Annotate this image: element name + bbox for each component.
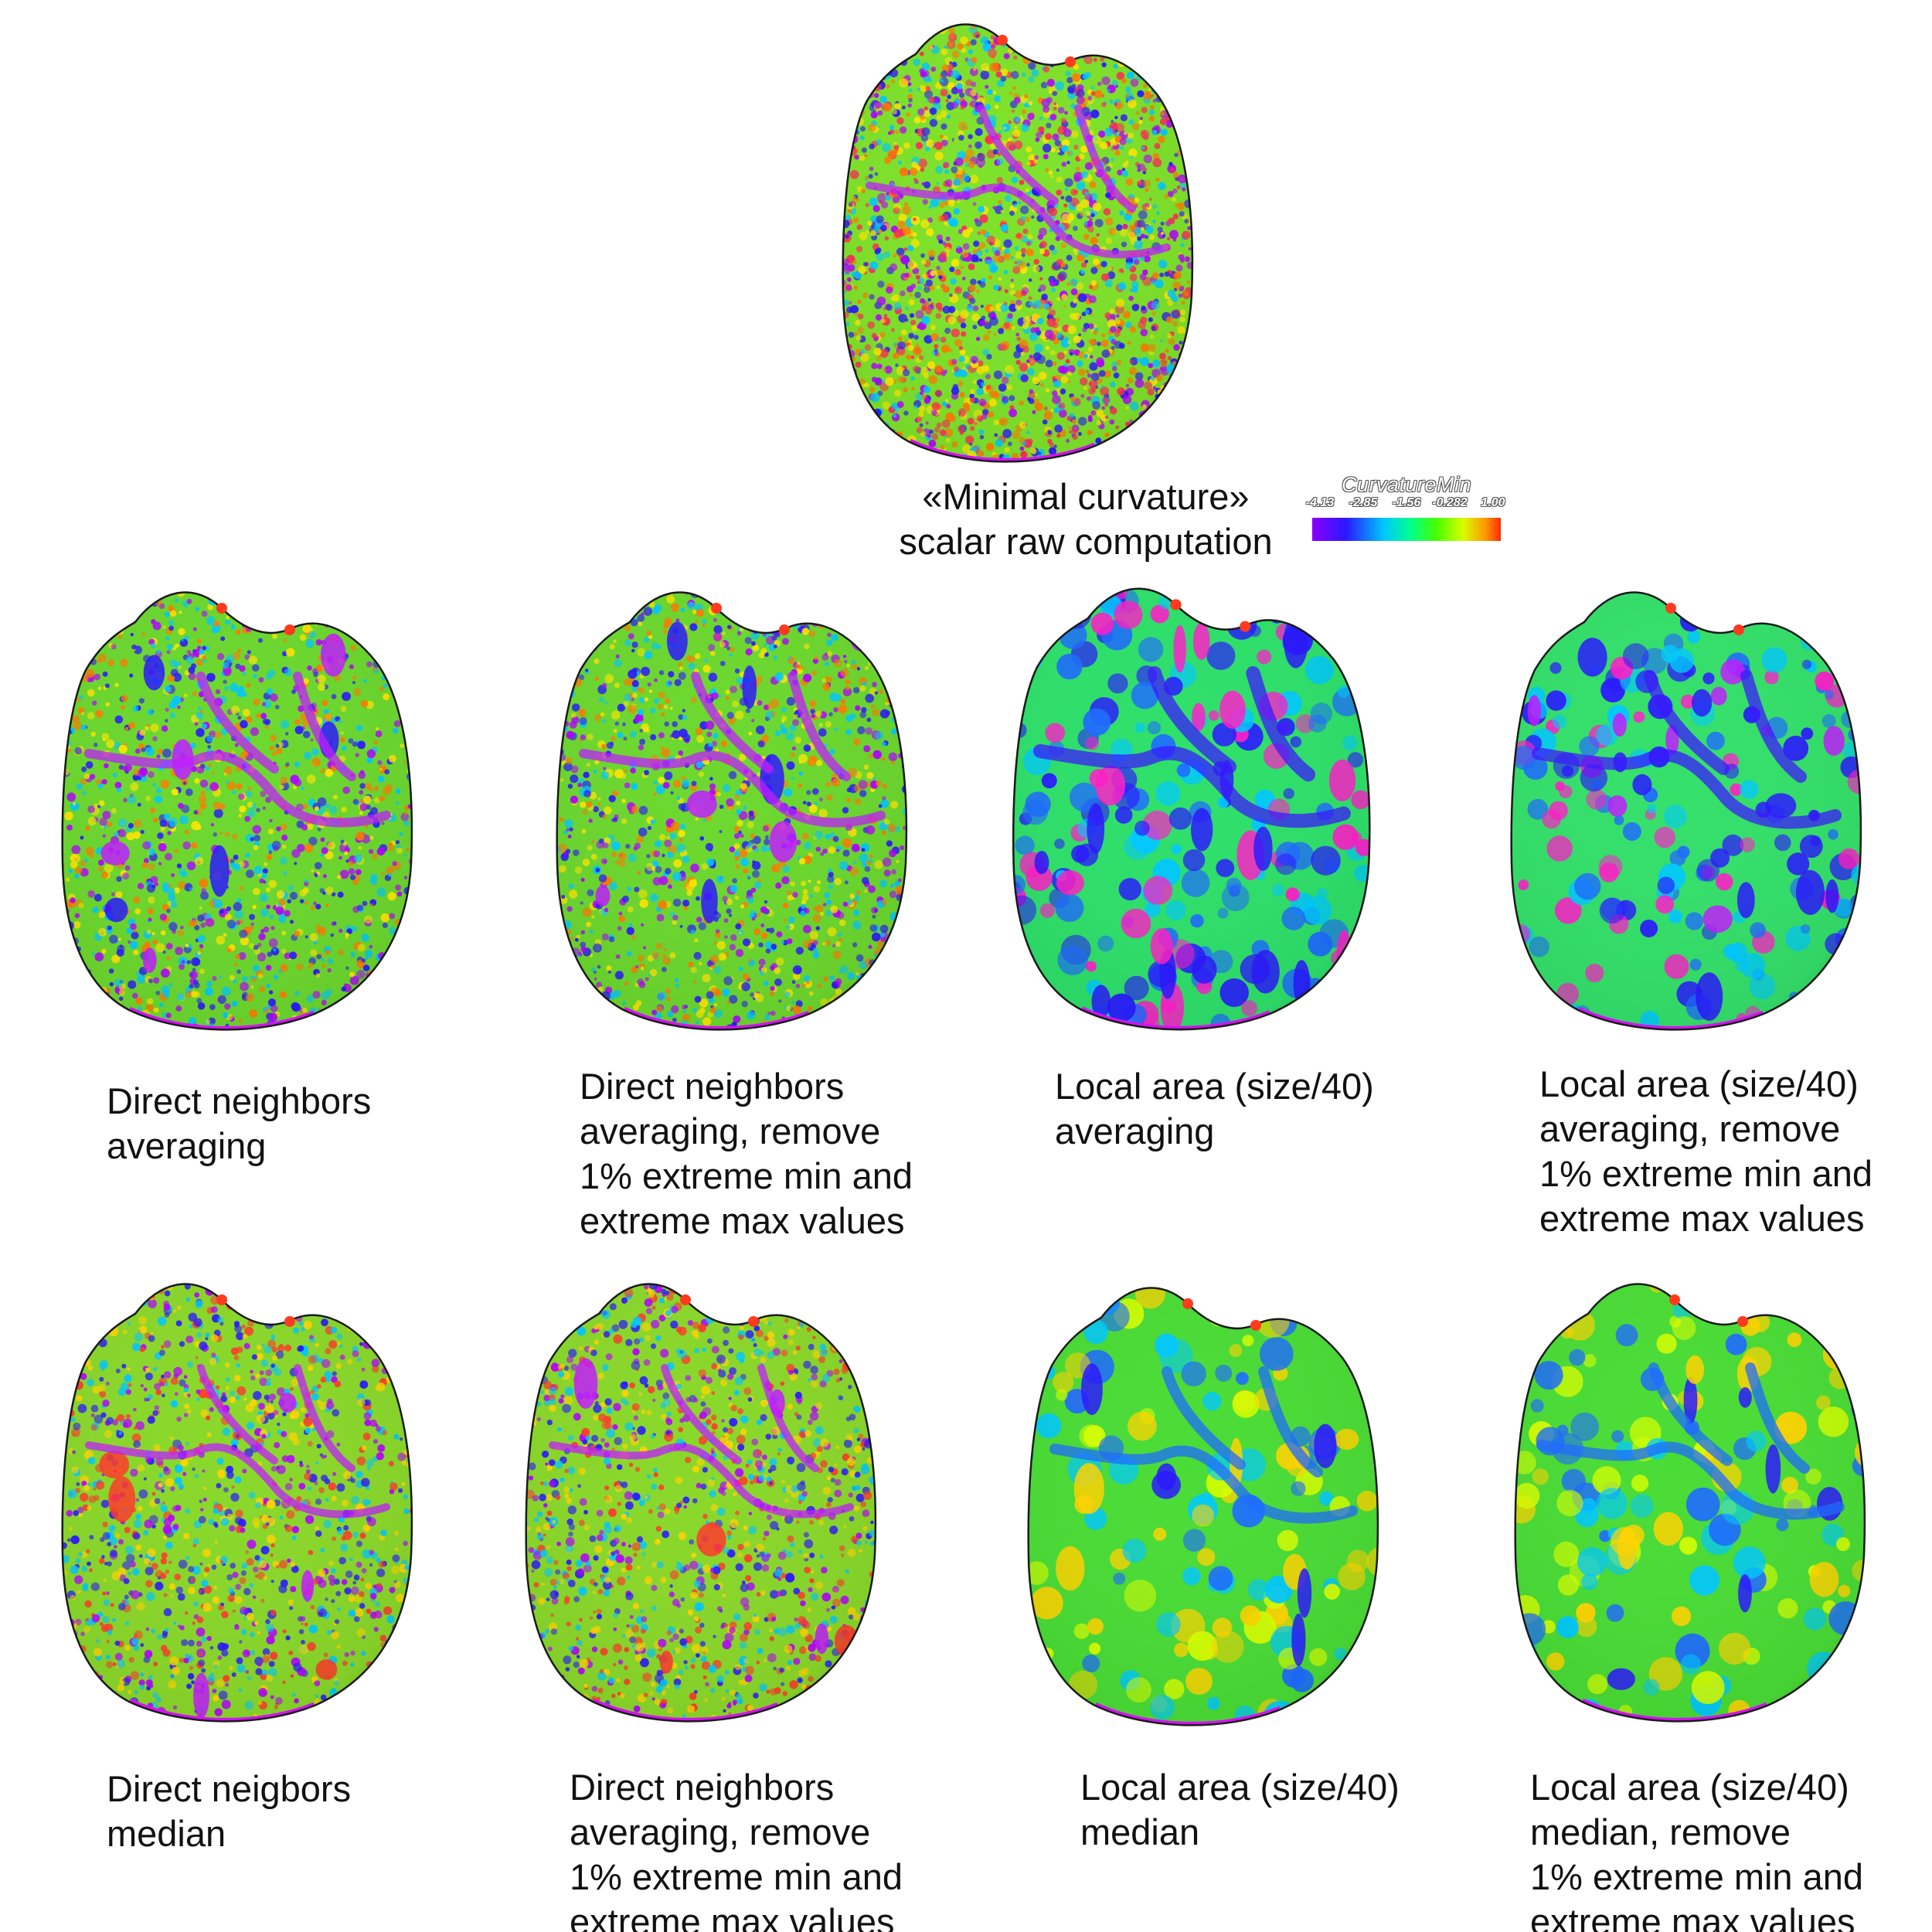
caption-line: 1% extreme min and	[1539, 1153, 1873, 1194]
caption-r2c2: Direct neighbors averaging, remove 1% extr…	[570, 1765, 903, 1932]
caption-r1c2: Direct neighbors averaging, remove 1% extr…	[580, 1064, 913, 1243]
caption-r2c3: Local area (size/40) median	[1080, 1765, 1400, 1855]
tooth-render-r2c1	[43, 1260, 437, 1743]
tooth-render-r2c2	[506, 1260, 900, 1743]
caption-line: Direct neighbors	[107, 1080, 372, 1121]
tooth-surface-icon	[1514, 1283, 1866, 1723]
tooth-surface-icon	[842, 23, 1194, 463]
caption-r1c1: Direct neighbors averaging	[107, 1079, 371, 1168]
caption-line: 1% extreme min and	[1530, 1856, 1864, 1897]
caption-line: averaging, remove	[1539, 1108, 1841, 1149]
caption-line: extreme max values	[570, 1901, 895, 1932]
tooth-render-r1c1	[43, 568, 437, 1051]
colorbar-gradient	[1312, 518, 1501, 541]
colorbar-tick-label: -2.85	[1349, 496, 1378, 509]
caption-line: 1% extreme min and	[570, 1856, 903, 1897]
colorbar-tick-label: -1.56	[1392, 496, 1421, 509]
tooth-surface-icon	[1510, 591, 1862, 1031]
tooth-render-r2c4	[1495, 1260, 1889, 1743]
caption-line: Local area (size/40)	[1530, 1767, 1849, 1808]
caption-r2c1: Direct neigbors median	[107, 1767, 351, 1856]
tooth-surface-icon	[61, 591, 413, 1031]
caption-line: median	[107, 1813, 226, 1854]
colorbar-legend: CurvatureMin -4.13 -2.85 -1.56 -0.282 1.00	[1306, 473, 1507, 543]
caption-line: extreme max values	[1539, 1198, 1865, 1239]
caption-r1c4: Local area (size/40) averaging, remove 1% …	[1539, 1062, 1872, 1241]
colorbar-ticks: -4.13 -2.85 -1.56 -0.282 1.00	[1306, 496, 1507, 513]
caption-line: averaging, remove	[570, 1811, 871, 1852]
caption-line: scalar raw computation	[899, 521, 1273, 562]
colorbar-tick-label: 1.00	[1481, 496, 1505, 509]
caption-line: Local area (size/40)	[1539, 1063, 1859, 1104]
tooth-render-r1c2	[537, 568, 931, 1051]
tooth-render-raw	[823, 0, 1217, 483]
tooth-surface-icon	[525, 1283, 877, 1723]
colorbar-tick-label: -4.13	[1305, 496, 1335, 509]
colorbar-title: CurvatureMin	[1341, 473, 1472, 496]
caption-line: extreme max values	[580, 1200, 905, 1241]
colorbar-tick-label: -0.282	[1432, 496, 1468, 509]
caption-line: averaging	[107, 1125, 267, 1166]
tooth-surface-icon	[1012, 587, 1371, 1031]
tooth-surface-icon	[556, 591, 908, 1031]
caption-line: averaging	[1055, 1111, 1215, 1151]
caption-line: extreme max values	[1530, 1901, 1855, 1932]
caption-line: Local area (size/40)	[1055, 1066, 1374, 1107]
caption-line: 1% extreme min and	[580, 1155, 913, 1196]
caption-line: Direct neighbors	[580, 1066, 845, 1107]
caption-line: Direct neighbors	[570, 1767, 835, 1808]
caption-r1c3: Local area (size/40) averaging	[1055, 1064, 1374, 1154]
caption-line: Local area (size/40)	[1080, 1767, 1400, 1808]
tooth-render-r1c4	[1492, 568, 1886, 1051]
caption-line: averaging, remove	[580, 1111, 881, 1151]
caption-line: median	[1080, 1811, 1200, 1852]
caption-line: Direct neigbors	[107, 1768, 352, 1809]
caption-raw: «Minimal curvature» scalar raw computatio…	[819, 474, 1352, 564]
caption-line: median, remove	[1530, 1811, 1791, 1852]
tooth-render-r1c3	[993, 564, 1395, 1051]
caption-line: «Minimal curvature»	[922, 476, 1250, 517]
tooth-surface-icon	[1027, 1287, 1379, 1726]
tooth-surface-icon	[61, 1283, 413, 1723]
tooth-render-r2c3	[1009, 1264, 1403, 1747]
caption-r2c4: Local area (size/40) median, remove 1% ext…	[1530, 1765, 1863, 1932]
